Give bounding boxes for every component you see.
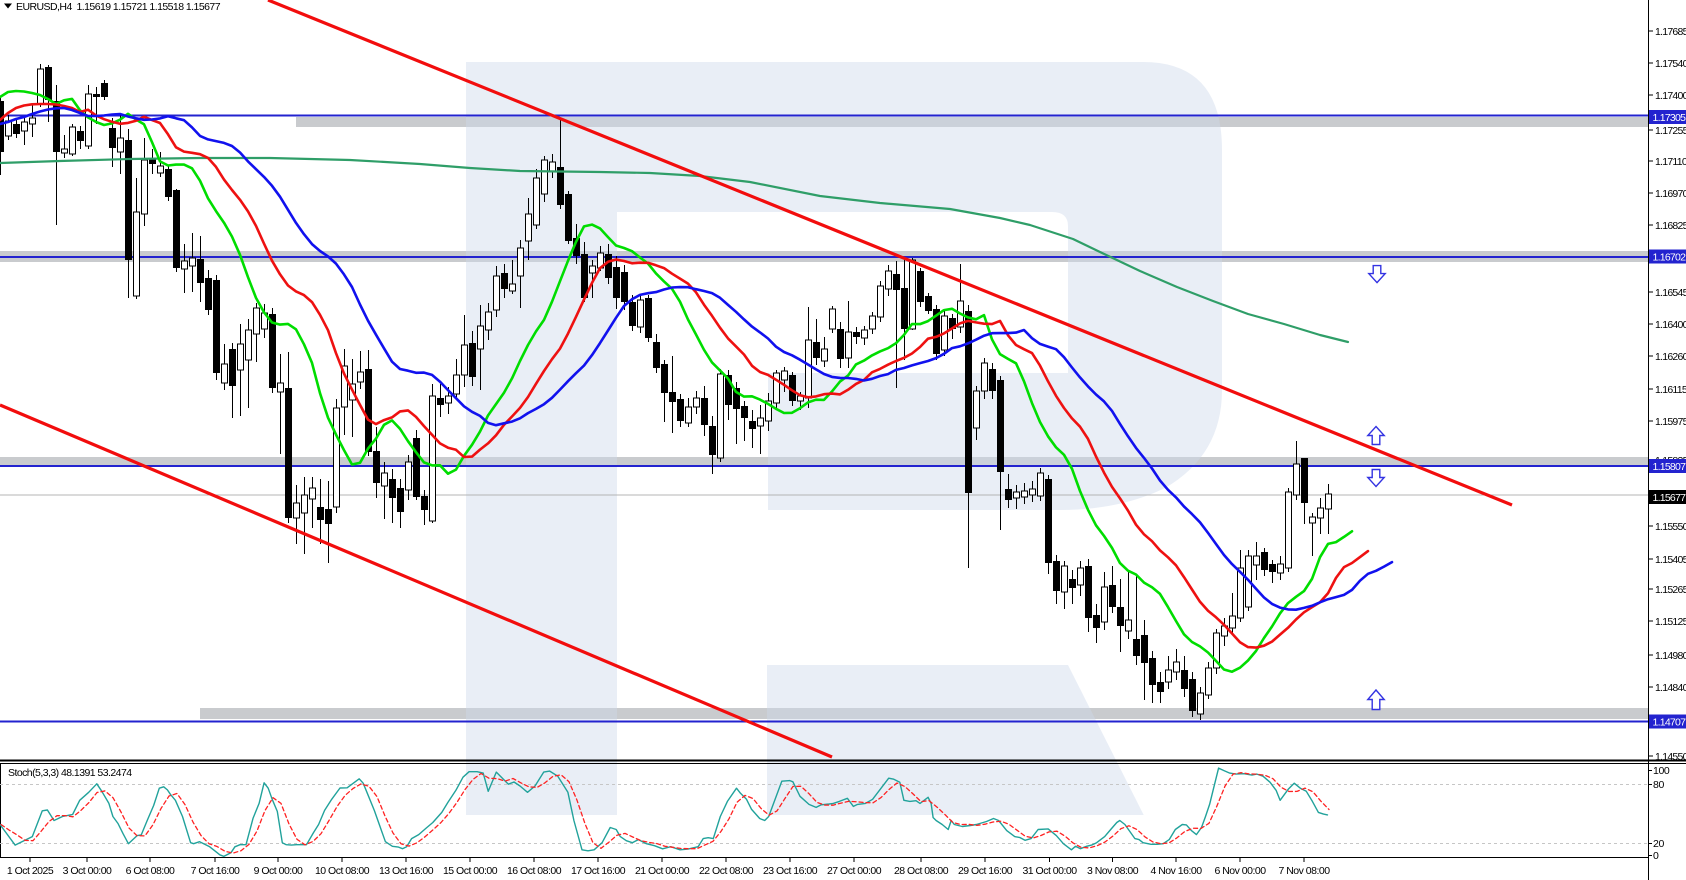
svg-text:1.17255: 1.17255 xyxy=(1655,125,1686,137)
svg-text:1.16702: 1.16702 xyxy=(1653,252,1686,264)
svg-text:Stoch(5,3,3) 48.1391 53.2474: Stoch(5,3,3) 48.1391 53.2474 xyxy=(8,767,132,779)
svg-text:27 Oct 00:00: 27 Oct 00:00 xyxy=(827,865,882,877)
svg-text:1.15405: 1.15405 xyxy=(1655,554,1686,566)
svg-text:3 Oct 00:00: 3 Oct 00:00 xyxy=(63,865,112,877)
svg-text:1.14707: 1.14707 xyxy=(1653,717,1686,729)
svg-text:23 Oct 16:00: 23 Oct 16:00 xyxy=(763,865,818,877)
svg-text:6 Nov 00:00: 6 Nov 00:00 xyxy=(1214,865,1266,877)
svg-text:4 Nov 16:00: 4 Nov 16:00 xyxy=(1150,865,1202,877)
svg-text:13 Oct 16:00: 13 Oct 16:00 xyxy=(379,865,434,877)
svg-text:1.16970: 1.16970 xyxy=(1655,188,1686,200)
svg-text:1.15975: 1.15975 xyxy=(1655,416,1686,428)
svg-text:1.15550: 1.15550 xyxy=(1655,521,1686,533)
svg-text:1.14550: 1.14550 xyxy=(1655,751,1686,763)
svg-text:EURUSD,H4 1.15619 1.15721 1.1: EURUSD,H4 1.15619 1.15721 1.15518 1.1567… xyxy=(16,1,221,13)
svg-text:10 Oct 08:00: 10 Oct 08:00 xyxy=(315,865,370,877)
svg-text:1 Oct 2025: 1 Oct 2025 xyxy=(7,865,54,877)
svg-text:3 Nov 08:00: 3 Nov 08:00 xyxy=(1087,865,1139,877)
svg-text:1.15677: 1.15677 xyxy=(1653,492,1686,504)
svg-text:31 Oct 00:00: 31 Oct 00:00 xyxy=(1022,865,1077,877)
svg-text:1.17540: 1.17540 xyxy=(1655,58,1686,70)
svg-text:1.17400: 1.17400 xyxy=(1655,90,1686,102)
svg-text:28 Oct 08:00: 28 Oct 08:00 xyxy=(894,865,949,877)
svg-text:1.15807: 1.15807 xyxy=(1653,461,1686,473)
svg-text:1.16400: 1.16400 xyxy=(1655,319,1686,331)
svg-text:1.15125: 1.15125 xyxy=(1655,616,1686,628)
svg-text:1.16545: 1.16545 xyxy=(1655,287,1686,299)
svg-text:1.16825: 1.16825 xyxy=(1655,220,1686,232)
svg-text:1.14840: 1.14840 xyxy=(1655,682,1686,694)
svg-text:1.16115: 1.16115 xyxy=(1655,384,1686,396)
svg-text:7 Nov 08:00: 7 Nov 08:00 xyxy=(1278,865,1330,877)
svg-text:0: 0 xyxy=(1653,850,1659,862)
svg-text:6 Oct 08:00: 6 Oct 08:00 xyxy=(126,865,175,877)
svg-text:1.15265: 1.15265 xyxy=(1655,584,1686,596)
svg-text:20: 20 xyxy=(1653,838,1664,850)
svg-text:17 Oct 16:00: 17 Oct 16:00 xyxy=(571,865,626,877)
svg-text:22 Oct 08:00: 22 Oct 08:00 xyxy=(699,865,754,877)
svg-text:21 Oct 00:00: 21 Oct 00:00 xyxy=(635,865,690,877)
svg-text:80: 80 xyxy=(1653,779,1664,791)
svg-text:7 Oct 16:00: 7 Oct 16:00 xyxy=(191,865,240,877)
svg-text:29 Oct 16:00: 29 Oct 16:00 xyxy=(958,865,1013,877)
svg-text:16 Oct 08:00: 16 Oct 08:00 xyxy=(507,865,562,877)
svg-text:100: 100 xyxy=(1653,765,1670,777)
svg-text:1.16260: 1.16260 xyxy=(1655,351,1686,363)
svg-text:1.14980: 1.14980 xyxy=(1655,650,1686,662)
svg-text:9 Oct 00:00: 9 Oct 00:00 xyxy=(254,865,303,877)
svg-text:1.17110: 1.17110 xyxy=(1655,156,1686,168)
svg-text:15 Oct 00:00: 15 Oct 00:00 xyxy=(443,865,498,877)
svg-text:1.17305: 1.17305 xyxy=(1653,112,1686,124)
svg-text:1.17685: 1.17685 xyxy=(1655,26,1686,38)
